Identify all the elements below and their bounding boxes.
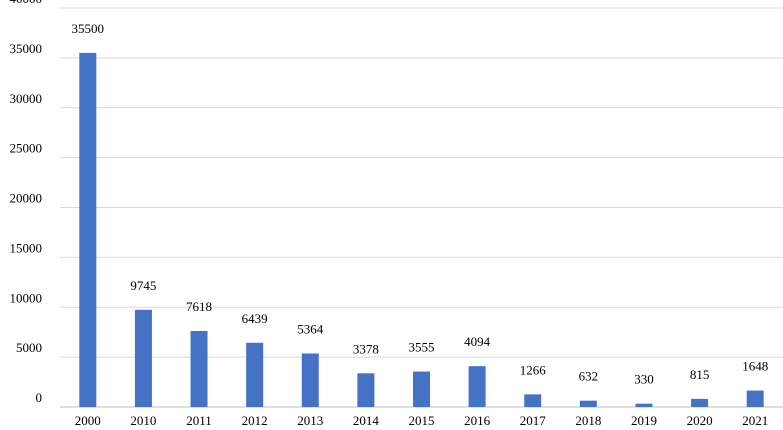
data-label-2019: 330 xyxy=(634,372,654,387)
x-tick-label-2012: 2012 xyxy=(242,413,268,428)
data-label-2014: 3378 xyxy=(353,341,379,356)
bars xyxy=(79,52,764,407)
x-tick-label-2013: 2013 xyxy=(297,413,323,428)
x-tick-label-2020: 2020 xyxy=(687,413,713,428)
x-tick-label-2017: 2017 xyxy=(520,413,547,428)
x-axis-ticks: 2000 2010 2011 2012 2013 2014 2015 2016 2017 2018… xyxy=(75,413,768,428)
bar-2019 xyxy=(635,403,653,407)
data-labels: 35500 9745 7618 6439 5364 3378 3555 4094 1266 632… xyxy=(72,21,769,387)
x-tick-label-2019: 2019 xyxy=(631,413,657,428)
y-tick-label: 25000 xyxy=(10,141,43,156)
y-tick-label: 5000 xyxy=(16,340,42,355)
data-label-2010: 9745 xyxy=(130,278,156,293)
bar-2012 xyxy=(246,342,264,407)
y-tick-label: 35000 xyxy=(10,41,43,56)
bar-2021 xyxy=(746,390,764,407)
y-tick-label: 0 xyxy=(36,390,43,405)
data-label-2000: 35500 xyxy=(72,21,105,36)
gridlines xyxy=(60,7,783,408)
data-label-2012: 6439 xyxy=(242,311,268,326)
data-label-2016: 4094 xyxy=(464,334,491,349)
x-tick-label-2010: 2010 xyxy=(130,413,156,428)
data-label-2011: 7618 xyxy=(186,299,212,314)
bar-2000 xyxy=(79,52,97,407)
bar-2010 xyxy=(134,309,152,407)
data-label-2018: 632 xyxy=(579,369,599,384)
x-tick-label-2018: 2018 xyxy=(575,413,601,428)
bar-2011 xyxy=(190,331,208,407)
y-axis-ticks: 0 5000 10000 15000 20000 25000 30000 35000 40000 xyxy=(10,0,43,405)
x-tick-label-2021: 2021 xyxy=(742,413,768,428)
y-tick-label: 10000 xyxy=(10,290,43,305)
y-tick-label: 20000 xyxy=(10,191,43,206)
bar-2017 xyxy=(524,394,542,407)
y-tick-label: 30000 xyxy=(10,91,43,106)
bar-2015 xyxy=(413,371,430,407)
data-label-2020: 815 xyxy=(690,367,710,382)
bar-2020 xyxy=(691,398,709,407)
data-label-2017: 1266 xyxy=(520,362,547,377)
data-label-2015: 3555 xyxy=(409,340,435,355)
y-tick-label: 40000 xyxy=(10,0,43,6)
bar-2013 xyxy=(301,353,319,407)
y-tick-label: 15000 xyxy=(10,240,43,255)
bar-2014 xyxy=(357,373,375,407)
bar-2016 xyxy=(468,366,486,407)
x-tick-label-2016: 2016 xyxy=(464,413,491,428)
x-tick-label-2014: 2014 xyxy=(353,413,380,428)
data-label-2021: 1648 xyxy=(742,359,768,374)
x-tick-label-2011: 2011 xyxy=(186,413,212,428)
x-tick-label-2000: 2000 xyxy=(75,413,101,428)
x-tick-label-2015: 2015 xyxy=(409,413,435,428)
data-label-2013: 5364 xyxy=(297,321,324,336)
bar-2018 xyxy=(579,400,597,407)
